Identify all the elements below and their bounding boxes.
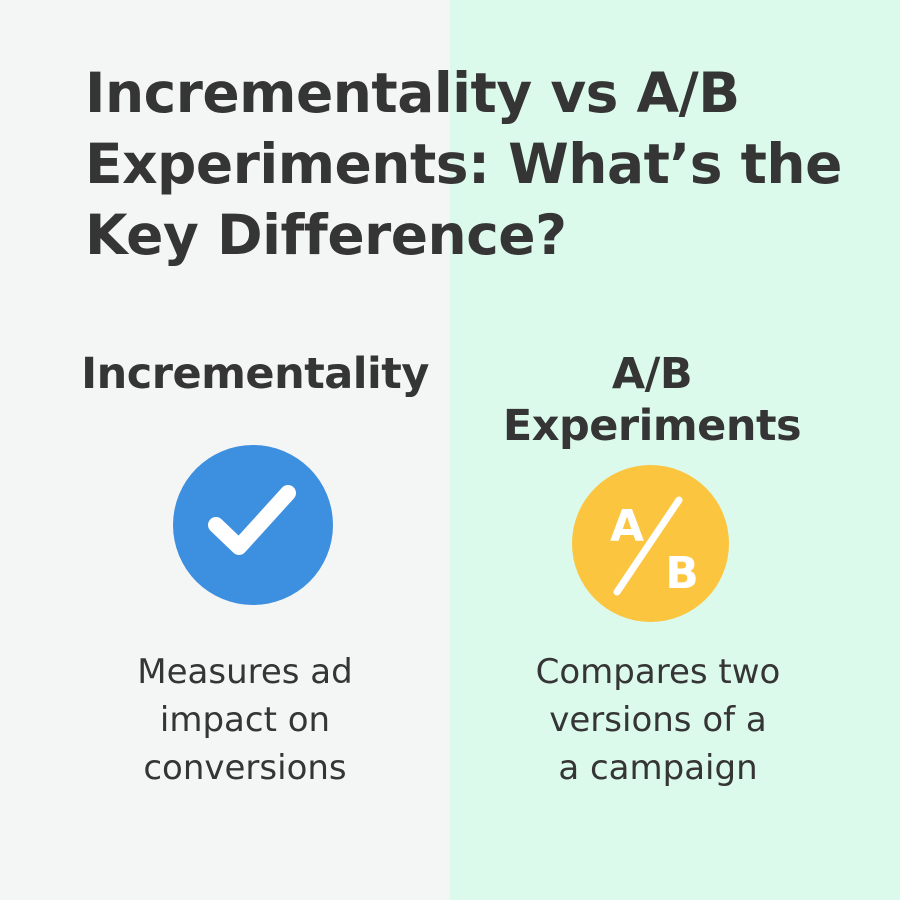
ab-split-icon: A B [572, 465, 729, 622]
description-line: versions of a [549, 700, 767, 740]
description-line: Measures ad [137, 652, 353, 692]
ab-description: Compares two versions of a a campaign [458, 648, 858, 792]
incrementality-column: Incrementality [55, 348, 455, 400]
ab-icon-letter-b: B [665, 548, 699, 599]
right-panel-background [450, 0, 900, 900]
incrementality-description: Measures ad impact on conversions [45, 648, 445, 792]
description-line: Compares two [535, 652, 781, 692]
ab-column: A/B Experiments [452, 348, 852, 452]
checkmark-icon [173, 445, 333, 605]
ab-icon-letter-a: A [610, 501, 644, 552]
description-line: impact on [159, 700, 331, 740]
ab-heading-line-2: Experiments [502, 401, 802, 451]
page-title: Incrementality vs A/B Experiments: What’… [85, 61, 842, 267]
incrementality-heading: Incrementality [81, 349, 429, 399]
description-line: a campaign [558, 748, 758, 788]
description-line: conversions [143, 748, 347, 788]
ab-heading-line-1: A/B [611, 349, 693, 399]
